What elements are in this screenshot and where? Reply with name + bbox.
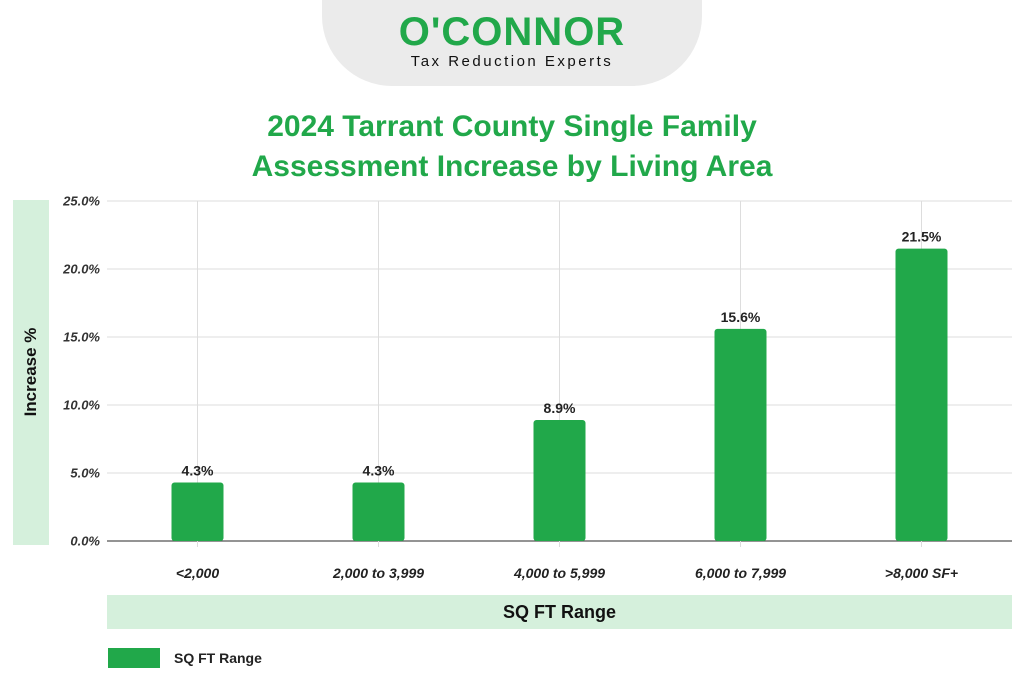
chart-title: 2024 Tarrant County Single Family Assess… [112, 107, 912, 187]
data-label: 8.9% [544, 400, 576, 416]
bar [171, 482, 224, 541]
x-tick-label: >8,000 SF+ [885, 565, 958, 581]
chart-title-line-1: 2024 Tarrant County Single Family [267, 110, 757, 143]
bar [533, 419, 586, 541]
data-label: 15.6% [721, 309, 761, 325]
bar [352, 482, 405, 541]
bar [714, 328, 767, 541]
x-tick-label: <2,000 [176, 565, 219, 581]
legend-label: SQ FT Range [174, 650, 262, 666]
y-tick-label: 20.0% [62, 262, 100, 277]
data-label: 4.3% [363, 463, 395, 479]
logo-banner: O'CONNOR Tax Reduction Experts [322, 0, 702, 86]
x-tick-label: 4,000 to 5,999 [513, 565, 605, 581]
logo-tagline: Tax Reduction Experts [410, 53, 614, 70]
chart-title-line-2: Assessment Increase by Living Area [251, 150, 773, 183]
data-label: 21.5% [902, 229, 942, 245]
legend-swatch [108, 648, 160, 668]
y-tick-label: 10.0% [63, 398, 100, 413]
y-axis-label-band [13, 200, 49, 545]
legend: SQ FT Range [108, 648, 262, 668]
x-tick-label: 6,000 to 7,999 [695, 565, 786, 581]
x-tick-label: 2,000 to 3,999 [332, 565, 424, 581]
y-tick-label: 0.0% [70, 534, 100, 549]
y-tick-label: 25.0% [62, 194, 100, 209]
x-axis-label: SQ FT Range [107, 595, 1012, 629]
y-tick-label: 5.0% [70, 466, 100, 481]
bar [895, 248, 948, 541]
logo-wordmark: O'CONNOR [398, 10, 626, 54]
data-label: 4.3% [182, 463, 214, 479]
y-tick-label: 15.0% [63, 330, 100, 345]
